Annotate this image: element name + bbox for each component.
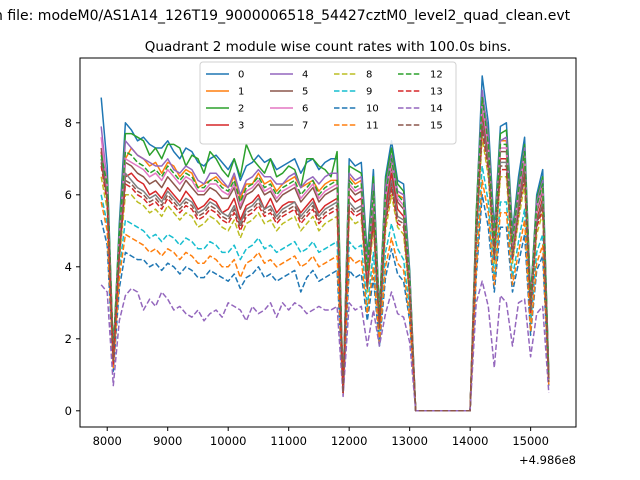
legend-label-2: 2: [238, 104, 244, 115]
x-tick-label: 12000: [331, 434, 368, 448]
legend-label-6: 6: [302, 104, 308, 115]
legend-label-15: 15: [430, 121, 443, 132]
legend-label-8: 8: [366, 70, 372, 81]
y-tick-label: 0: [65, 404, 72, 418]
legend-label-13: 13: [430, 87, 443, 98]
legend-label-12: 12: [430, 70, 443, 81]
legend-label-11: 11: [366, 121, 379, 132]
x-tick-label: 11000: [270, 434, 307, 448]
series-line-13: [100, 129, 550, 412]
legend-label-10: 10: [366, 104, 379, 115]
legend-label-5: 5: [302, 87, 308, 98]
x-tick-label: 9000: [153, 434, 182, 448]
plot-frame: [79, 57, 577, 428]
legend-frame: [199, 61, 457, 145]
series-line-15: [100, 125, 550, 412]
y-tick-label: 6: [65, 188, 72, 202]
figure-suptitle: n file: modeM0/AS1A14_126T19_9000006518_…: [0, 8, 571, 24]
legend-label-7: 7: [302, 121, 308, 132]
x-tick-label: 10000: [210, 434, 247, 448]
legend-label-0: 0: [238, 70, 244, 81]
legend-label-1: 1: [238, 87, 244, 98]
y-tick-label: 8: [65, 116, 72, 130]
legend-label-3: 3: [238, 121, 244, 132]
x-tick-label: 13000: [391, 434, 428, 448]
x-tick-label: 15000: [512, 434, 549, 448]
legend-label-14: 14: [430, 104, 443, 115]
legend-label-9: 9: [366, 87, 372, 98]
series-line-14: [100, 280, 550, 412]
x-offset-label: +4.986e8: [519, 453, 576, 467]
x-tick-label: 8000: [93, 434, 122, 448]
y-tick-label: 4: [65, 260, 72, 274]
series-line-10: [100, 194, 550, 412]
series-line-11: [100, 179, 550, 412]
chart-title: Quadrant 2 module wise count rates with …: [145, 39, 511, 55]
legend-label-4: 4: [302, 70, 308, 81]
y-tick-label: 2: [65, 332, 72, 346]
x-tick-label: 14000: [452, 434, 489, 448]
